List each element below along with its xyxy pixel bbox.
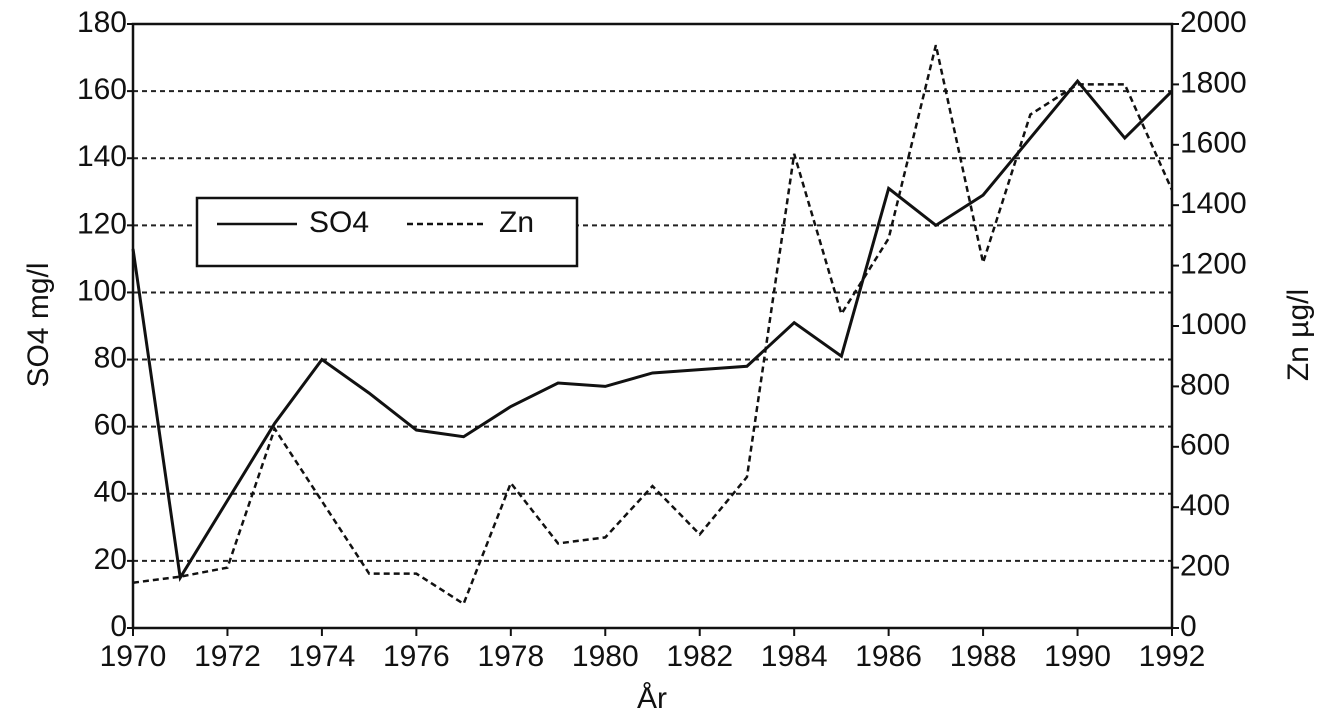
x-tick-label: 1972 <box>194 640 261 673</box>
y2-tick-label: 1600 <box>1180 127 1247 160</box>
y-tick-label: 0 <box>110 610 127 643</box>
y2-axis-label: Zn µg/l <box>1282 289 1315 381</box>
x-tick-label: 1992 <box>1139 640 1206 673</box>
x-axis-label: År <box>637 682 667 715</box>
y2-tick-label: 1000 <box>1180 308 1247 341</box>
x-tick-label: 1988 <box>950 640 1017 673</box>
y2-tick-label: 1800 <box>1180 66 1247 99</box>
y2-tick-label: 800 <box>1180 368 1230 401</box>
y-tick-label: 140 <box>77 140 127 173</box>
series-line <box>132 44 1174 606</box>
x-tick-label: 1982 <box>666 640 733 673</box>
y2-tick-label: 200 <box>1180 550 1230 583</box>
x-tick-label: 1978 <box>477 640 544 673</box>
plot-frame <box>131 22 1174 630</box>
y-tick-label: 100 <box>77 274 127 307</box>
y-tick-label: 180 <box>77 6 127 39</box>
y-tick-label: 160 <box>77 73 127 106</box>
y2-tick-label: 1200 <box>1180 248 1247 281</box>
x-tick-label: 1980 <box>572 640 639 673</box>
x-tick-label: 1970 <box>100 640 167 673</box>
y-tick-label: 20 <box>94 543 127 576</box>
y2-tick-label: 0 <box>1180 610 1197 643</box>
x-tick-label: 1990 <box>1044 640 1111 673</box>
y-axis-label: SO4 mg/l <box>22 262 55 387</box>
y-tick-label: 120 <box>77 207 127 240</box>
legend-label: SO4 <box>309 206 369 239</box>
x-tick-label: 1974 <box>289 640 356 673</box>
legend-label: Zn <box>499 206 534 239</box>
y-tick-label: 40 <box>94 476 127 509</box>
x-tick-label: 1976 <box>383 640 450 673</box>
x-tick-label: 1986 <box>855 640 922 673</box>
y2-tick-label: 2000 <box>1180 6 1247 39</box>
series-line <box>131 78 1174 583</box>
legend-box <box>195 196 579 268</box>
y2-tick-label: 600 <box>1180 429 1230 462</box>
y2-tick-label: 400 <box>1180 489 1230 522</box>
y-tick-label: 80 <box>94 341 127 374</box>
y2-tick-label: 1400 <box>1180 187 1247 220</box>
y-tick-label: 60 <box>94 409 127 442</box>
x-tick-label: 1984 <box>761 640 828 673</box>
